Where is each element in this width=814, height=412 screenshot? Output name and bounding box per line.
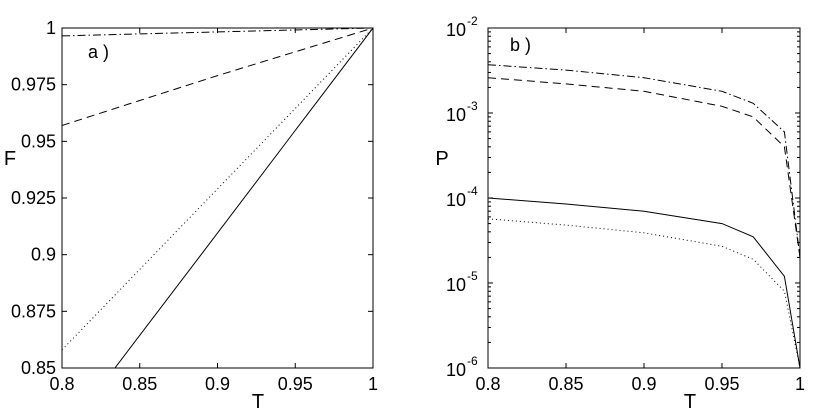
- x-tick-label: 0.95: [278, 374, 313, 394]
- y-axis-title: F: [4, 148, 16, 170]
- y-tick-exponent: -3: [467, 99, 478, 113]
- series-dotted-line: [62, 28, 373, 351]
- y-axis-title: P: [435, 148, 448, 170]
- y-tick-label: 10: [446, 20, 466, 40]
- y-tick-exponent: -6: [467, 354, 478, 368]
- y-tick-label: 10: [446, 190, 466, 210]
- x-tick-label: 0.85: [548, 374, 583, 394]
- panel-label: b ): [510, 35, 531, 55]
- panel-label: a ): [88, 42, 109, 62]
- series-dashed-line: [62, 28, 373, 126]
- x-tick-label: 0.8: [49, 374, 74, 394]
- x-tick-label: 1: [795, 374, 805, 394]
- x-axis-title: T: [252, 391, 264, 412]
- series-dotted-line: [488, 218, 800, 368]
- x-tick-label: 0.95: [704, 374, 739, 394]
- y-tick-exponent: -4: [467, 184, 478, 198]
- series-solid-line: [488, 197, 800, 368]
- y-tick-label: 0.85: [21, 358, 56, 378]
- x-tick-label: 1: [368, 374, 378, 394]
- y-tick-label: 0.925: [11, 188, 56, 208]
- x-tick-label: 0.8: [475, 374, 500, 394]
- y-tick-label: 0.95: [21, 131, 56, 151]
- y-tick-exponent: -2: [467, 14, 478, 28]
- series-solid-line: [114, 28, 373, 368]
- y-tick-label: 10: [446, 360, 466, 380]
- panel-a: 0.8 0.85 0.9 0.95 10.850.8750.90.9250.950.97…: [4, 18, 378, 412]
- plot-frame: [487, 27, 801, 369]
- series-dashed-line: [488, 77, 800, 258]
- y-tick-label: 10: [446, 105, 466, 125]
- y-tick-label: 10: [446, 275, 466, 295]
- x-tick-label: 0.85: [122, 374, 157, 394]
- y-tick-exponent: -5: [467, 269, 478, 283]
- x-tick-label: 0.9: [205, 374, 230, 394]
- x-tick-label: 0.9: [631, 374, 656, 394]
- x-axis-title: T: [684, 391, 696, 412]
- y-tick-label: 0.9: [31, 245, 56, 265]
- y-tick-label: 1: [46, 18, 56, 38]
- plot-frame: [61, 27, 374, 369]
- series-dashdot-line: [488, 64, 800, 258]
- y-tick-label: 0.875: [11, 301, 56, 321]
- y-tick-label: 0.975: [11, 75, 56, 95]
